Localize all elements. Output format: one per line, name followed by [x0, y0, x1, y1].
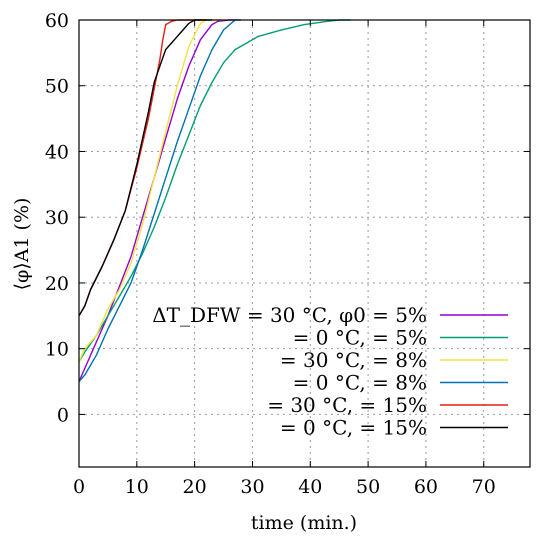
axis-ticks: 0 10 20 30 40 50 60 70 0 10 20 30 40 50 60: [45, 10, 530, 498]
series-lines: [78, 19, 351, 382]
series-line-1: [78, 19, 236, 382]
series-line-6: [78, 19, 212, 317]
legend-label-5: = 30 °C, = 15%: [267, 393, 427, 417]
series-line-4: [78, 19, 241, 382]
series-line-5: [78, 19, 207, 317]
legend-label-6: = 0 °C, = 15%: [280, 416, 427, 440]
x-tick-label: 20: [183, 476, 207, 498]
series-line-3: [78, 19, 224, 363]
series-line-2: [78, 19, 351, 363]
legend-label-2: = 0 °C, = 5%: [293, 326, 427, 350]
y-tick-label: 0: [57, 404, 69, 426]
y-tick-label: 40: [45, 141, 69, 163]
x-tick-label: 60: [414, 476, 438, 498]
legend: ΔT_DFW = 30 °C, φ0 = 5%= 0 °C, = 5%= 30 …: [152, 303, 508, 440]
legend-label-3: = 30 °C, = 8%: [280, 348, 427, 372]
y-tick-label: 50: [45, 76, 69, 98]
x-tick-label: 30: [240, 476, 264, 498]
y-tick-label: 20: [45, 273, 69, 295]
x-tick-label: 40: [298, 476, 322, 498]
plot-frame: [78, 19, 531, 468]
x-axis-label: time (min.): [251, 512, 357, 534]
y-tick-label: 30: [45, 207, 69, 229]
y-axis-label: ⟨φ⟩A1 (%): [11, 198, 33, 291]
x-tick-label: 10: [125, 476, 149, 498]
x-tick-label: 70: [472, 476, 496, 498]
y-tick-label: 60: [45, 10, 69, 32]
y-tick-label: 10: [45, 339, 69, 361]
legend-label-4: = 0 °C, = 8%: [293, 371, 427, 395]
legend-label-1: ΔT_DFW = 30 °C, φ0 = 5%: [152, 303, 427, 327]
x-tick-label: 0: [73, 476, 85, 498]
x-tick-label: 50: [356, 476, 380, 498]
grid: [79, 20, 530, 467]
